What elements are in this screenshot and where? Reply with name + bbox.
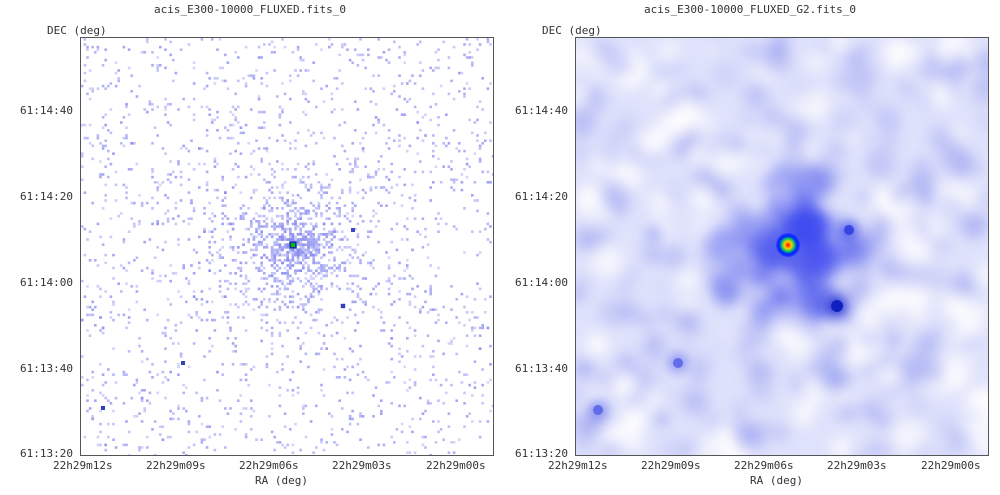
left-x-tick: 22h29m00s (426, 459, 486, 472)
right-panel-title: acis_E300-10000_FLUXED_G2.fits_0 (644, 3, 856, 16)
right-x-tick: 22h29m09s (641, 459, 701, 472)
left-raw-counts-image (81, 38, 493, 455)
right-x-tick: 22h29m12s (548, 459, 608, 472)
right-image-panel: acis_E300-10000_FLUXED_G2.fits_0 DEC (de… (500, 0, 1000, 495)
right-y-tick: 61:14:40 (515, 104, 568, 117)
left-x-tick: 22h29m12s (53, 459, 113, 472)
right-y-tick: 61:13:20 (515, 447, 568, 460)
point-source (181, 361, 185, 365)
right-x-tick: 22h29m06s (734, 459, 794, 472)
left-y-tick: 61:14:40 (20, 104, 73, 117)
point-source (101, 406, 105, 410)
left-x-tick: 22h29m09s (146, 459, 206, 472)
right-x-axis-label: RA (deg) (750, 474, 803, 487)
right-y-axis-label: DEC (deg) (542, 24, 602, 37)
left-panel-title: acis_E300-10000_FLUXED.fits_0 (153, 3, 347, 16)
right-y-tick: 61:13:40 (515, 362, 568, 375)
left-image-frame[interactable] (80, 37, 494, 456)
left-x-tick: 22h29m03s (332, 459, 392, 472)
point-source (351, 228, 355, 232)
right-image-frame[interactable] (575, 37, 989, 456)
point-source (340, 303, 346, 309)
point-source (831, 300, 843, 312)
point-source (844, 225, 854, 235)
right-smoothed-image (576, 38, 988, 455)
left-y-tick: 61:14:00 (20, 276, 73, 289)
point-source (673, 358, 683, 368)
count-pixels (81, 38, 493, 455)
right-x-tick: 22h29m03s (827, 459, 887, 472)
left-y-tick: 61:13:20 (20, 447, 73, 460)
left-y-tick: 61:14:20 (20, 190, 73, 203)
bright-source (776, 233, 800, 257)
right-x-tick: 22h29m00s (921, 459, 981, 472)
right-y-tick: 61:14:00 (515, 276, 568, 289)
left-x-axis-label: RA (deg) (255, 474, 308, 487)
right-y-tick: 61:14:20 (515, 190, 568, 203)
left-x-tick: 22h29m06s (239, 459, 299, 472)
left-y-tick: 61:13:40 (20, 362, 73, 375)
point-source (593, 405, 603, 415)
bright-source-core (291, 243, 295, 247)
left-y-axis-label: DEC (deg) (47, 24, 107, 37)
left-image-panel: acis_E300-10000_FLUXED.fits_0 DEC (deg) … (20, 3, 494, 487)
